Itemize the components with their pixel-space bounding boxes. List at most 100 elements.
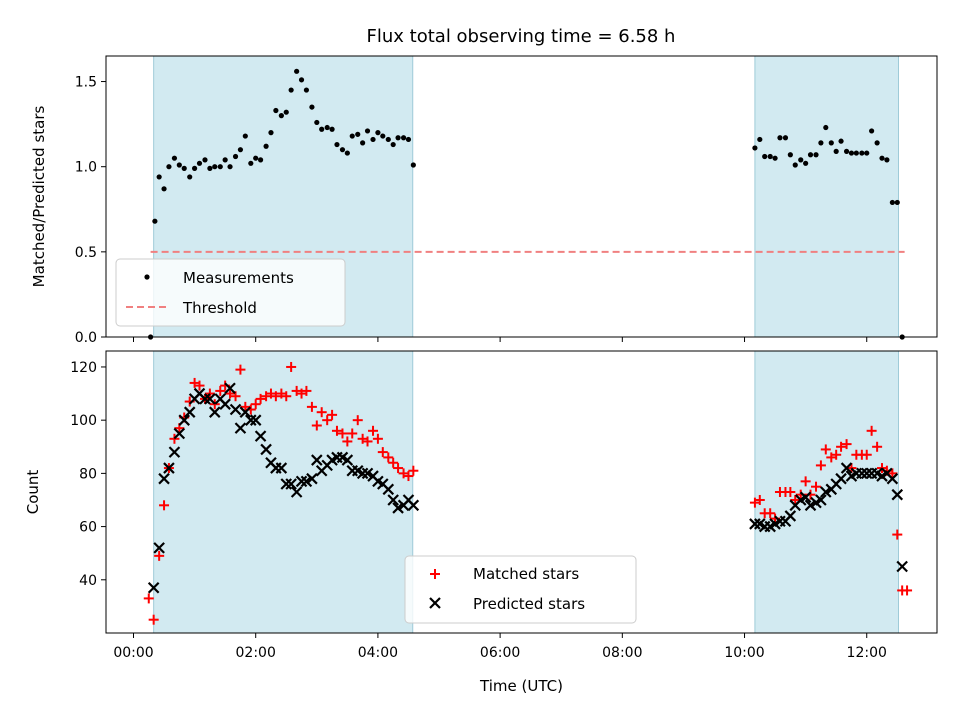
measurement-point bbox=[828, 140, 834, 146]
predicted-star-marker bbox=[208, 406, 221, 418]
measurement-point bbox=[268, 130, 274, 136]
matched-star-marker bbox=[331, 425, 342, 436]
measurement-point bbox=[288, 87, 294, 93]
marker-stroke bbox=[840, 462, 853, 474]
measurement-point bbox=[187, 174, 193, 180]
matched-star-marker bbox=[372, 433, 383, 444]
marker-stroke bbox=[153, 542, 165, 554]
matched-star-marker bbox=[352, 415, 363, 426]
bottom-panel: 40 60 80 100 120 00:00 02:00 04:00 06:00 08:00 10:… bbox=[24, 350, 938, 695]
measurement-point bbox=[303, 87, 310, 93]
measurement-point bbox=[767, 153, 773, 160]
marker-stroke bbox=[193, 387, 206, 400]
measurement-point bbox=[894, 199, 900, 206]
marker-stroke bbox=[265, 456, 277, 469]
predicted-star-marker bbox=[382, 483, 395, 496]
matched-star-marker bbox=[204, 388, 215, 399]
matched-star-marker bbox=[342, 436, 353, 447]
measurement-point bbox=[309, 104, 315, 110]
marker-stroke bbox=[402, 494, 415, 506]
y-tick-label: 60 bbox=[79, 520, 97, 536]
measurement-point bbox=[813, 152, 819, 158]
matched-star-marker bbox=[892, 529, 903, 540]
marker-stroke bbox=[229, 403, 242, 416]
marker-stroke bbox=[856, 467, 868, 480]
measurement-point bbox=[248, 160, 254, 166]
measurement-point bbox=[879, 155, 885, 161]
top-shaded-interval-1 bbox=[754, 55, 900, 338]
measurement-point bbox=[757, 136, 763, 143]
marker-stroke bbox=[178, 414, 190, 426]
matched-star-marker bbox=[841, 439, 852, 450]
matched-star-marker bbox=[327, 409, 338, 420]
y-tick-label: 100 bbox=[70, 413, 97, 429]
predicted-star-marker bbox=[178, 414, 190, 426]
marker-stroke bbox=[382, 483, 395, 496]
predicted-star-marker bbox=[341, 454, 354, 466]
y-tick-label: 1.0 bbox=[75, 160, 97, 176]
measurement-point bbox=[191, 165, 198, 171]
measurement-point bbox=[273, 107, 279, 114]
measurement-point bbox=[176, 162, 182, 168]
matched-star-marker bbox=[235, 364, 246, 375]
measurement-point bbox=[253, 155, 259, 161]
predicted-star-marker bbox=[891, 488, 904, 501]
matched-star-marker bbox=[255, 393, 266, 404]
measurement-point bbox=[166, 164, 172, 170]
matched-star-marker bbox=[866, 425, 877, 436]
x-tick-label: 06:00 bbox=[480, 645, 520, 661]
marker-stroke bbox=[754, 518, 766, 530]
predicted-star-marker bbox=[224, 382, 236, 395]
matched-star-marker bbox=[281, 391, 292, 402]
measurement-point bbox=[364, 128, 371, 134]
matched-star-marker bbox=[148, 614, 159, 625]
matched-star-marker bbox=[194, 380, 205, 391]
measurement-point bbox=[833, 148, 839, 154]
measurement-point bbox=[222, 157, 228, 163]
marker-stroke bbox=[372, 475, 384, 488]
bottom-y-axis-label: Count bbox=[24, 470, 42, 515]
predicted-star-marker bbox=[356, 467, 369, 480]
predicted-star-marker bbox=[234, 422, 247, 434]
marker-stroke bbox=[815, 494, 827, 506]
measurement-point bbox=[874, 140, 880, 146]
marker-stroke bbox=[341, 454, 354, 466]
predicted-star-marker bbox=[219, 398, 231, 410]
matched-star-marker bbox=[215, 385, 226, 396]
predicted-star-marker bbox=[280, 478, 293, 490]
measurement-point bbox=[156, 174, 162, 180]
marker-stroke bbox=[224, 382, 236, 395]
measurement-point bbox=[161, 186, 167, 192]
x-tick-label: 00:00 bbox=[113, 645, 153, 661]
measurement-point bbox=[196, 160, 203, 166]
marker-stroke bbox=[204, 393, 216, 405]
matched-star-marker bbox=[754, 494, 765, 505]
marker-stroke bbox=[784, 510, 797, 522]
matched-star-marker bbox=[159, 500, 170, 511]
matched-star-marker bbox=[286, 361, 297, 372]
marker-stroke bbox=[311, 454, 323, 466]
predicted-star-marker bbox=[835, 472, 847, 485]
measurement-point bbox=[242, 133, 248, 139]
predicted-star-marker bbox=[239, 406, 252, 418]
y-tick-label: 1.5 bbox=[75, 75, 97, 91]
measurement-point bbox=[349, 133, 355, 139]
legend-label: Predicted stars bbox=[473, 595, 585, 613]
legend-box bbox=[115, 258, 346, 327]
marker-stroke bbox=[749, 518, 761, 530]
marker-stroke bbox=[886, 472, 899, 485]
matched-star-marker bbox=[301, 385, 312, 396]
marker-stroke bbox=[387, 494, 399, 506]
marker-stroke bbox=[163, 462, 175, 474]
predicted-star-marker bbox=[407, 499, 420, 512]
measurement-point bbox=[334, 141, 340, 148]
measurement-point bbox=[792, 162, 798, 168]
predicted-star-marker bbox=[840, 462, 853, 474]
matched-star-marker bbox=[820, 444, 831, 455]
measurement-point bbox=[787, 152, 793, 158]
matched-star-marker bbox=[765, 508, 776, 519]
marker-stroke bbox=[199, 393, 211, 405]
predicted-star-marker bbox=[306, 472, 318, 485]
matched-star-marker bbox=[800, 476, 811, 487]
measurement-point bbox=[869, 128, 875, 134]
